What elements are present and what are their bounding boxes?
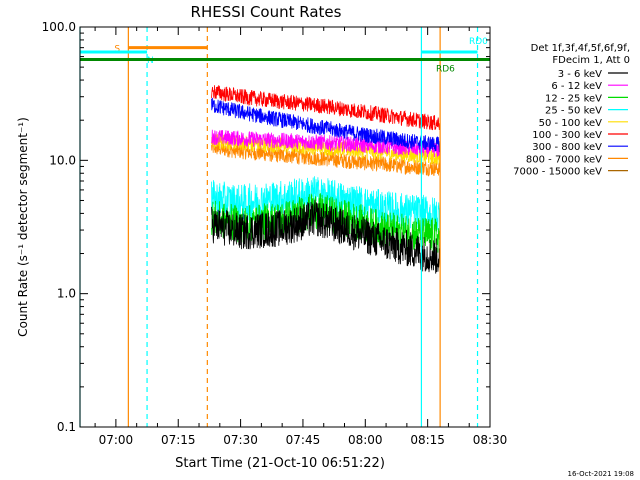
chart-title: RHESSI Count Rates xyxy=(191,3,342,21)
flag-label-rd6: RD6 xyxy=(436,65,455,75)
plot-area: SNRD0RD6 xyxy=(79,27,490,427)
legend-label: 100 - 300 keV xyxy=(532,130,602,141)
y-tick-label: 10.0 xyxy=(49,153,76,167)
legend-label: 300 - 800 keV xyxy=(532,142,602,153)
x-tick-label: 07:45 xyxy=(286,433,321,447)
y-axis: 0.1 1.0 10.0 100.0 xyxy=(42,20,490,434)
legend-label: 3 - 6 keV xyxy=(558,69,602,80)
x-tick-label: 07:15 xyxy=(161,433,196,447)
series-line-100-300kev xyxy=(211,85,441,131)
x-tick-label: 08:00 xyxy=(348,433,383,447)
legend-label: 800 - 7000 keV xyxy=(526,154,602,165)
legend-label: 50 - 100 keV xyxy=(539,118,603,129)
x-tick-label: 07:00 xyxy=(99,433,134,447)
plot-frame xyxy=(79,26,491,428)
legend-header-line: FDecim 1, Att 0 xyxy=(552,55,630,66)
legend-label: 12 - 25 keV xyxy=(545,93,602,104)
y-axis-label: Count Rate (s⁻¹ detector segment⁻¹) xyxy=(16,117,30,337)
y-tick-label: 1.0 xyxy=(57,287,76,301)
legend-label: 7000 - 15000 keV xyxy=(513,167,602,178)
y-tick-label: 100.0 xyxy=(42,20,76,34)
x-tick-label: 07:30 xyxy=(223,433,258,447)
x-axis-label: Start Time (21-Oct-10 06:51:22) xyxy=(175,456,385,471)
legend: Det 1f,3f,4f,5f,6f,9f,FDecim 1, Att 0 3 -… xyxy=(513,43,630,178)
x-tick-label: 08:30 xyxy=(473,433,508,447)
series-line-300-800kev xyxy=(211,97,441,153)
flag-label-rd0: RD0 xyxy=(469,37,488,47)
series-line-6-12kev xyxy=(211,129,441,158)
x-axis: 07:00 07:15 07:30 07:45 08:00 08:15 08:30 xyxy=(94,27,508,447)
legend-label: 25 - 50 keV xyxy=(545,106,602,117)
y-tick-label: 0.1 xyxy=(57,420,76,434)
footer-timestamp: 16-Oct-2021 19:08 xyxy=(568,470,634,478)
series-line-50-100kev xyxy=(211,133,441,165)
legend-header-line: Det 1f,3f,4f,5f,6f,9f, xyxy=(531,43,630,54)
flag-label-s: S xyxy=(114,45,120,55)
x-tick-label: 08:15 xyxy=(410,433,445,447)
series-line-800-7000kev xyxy=(211,139,441,177)
series-line-3-6kev xyxy=(211,199,441,274)
legend-label: 6 - 12 keV xyxy=(551,81,602,92)
